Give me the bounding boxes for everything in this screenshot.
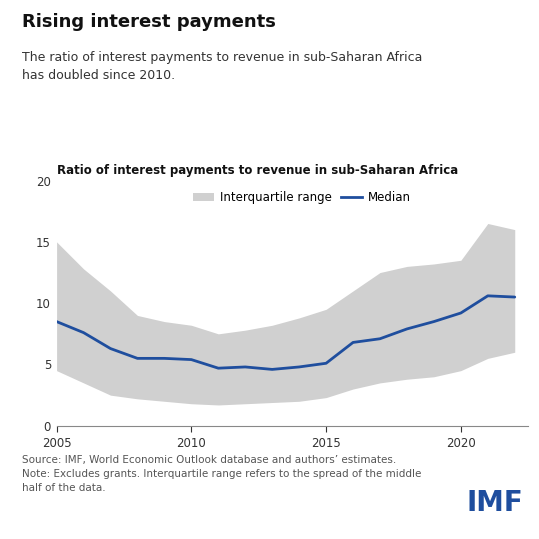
Text: IMF: IMF	[466, 489, 523, 517]
Legend: Interquartile range, Median: Interquartile range, Median	[188, 186, 416, 209]
Text: Source: IMF, World Economic Outlook database and authors’ estimates.
Note: Exclu: Source: IMF, World Economic Outlook data…	[22, 455, 421, 493]
Text: Rising interest payments: Rising interest payments	[22, 13, 275, 31]
Text: Ratio of interest payments to revenue in sub-Saharan Africa: Ratio of interest payments to revenue in…	[57, 164, 458, 177]
Text: The ratio of interest payments to revenue in sub-Saharan Africa
has doubled sinc: The ratio of interest payments to revenu…	[22, 51, 422, 82]
